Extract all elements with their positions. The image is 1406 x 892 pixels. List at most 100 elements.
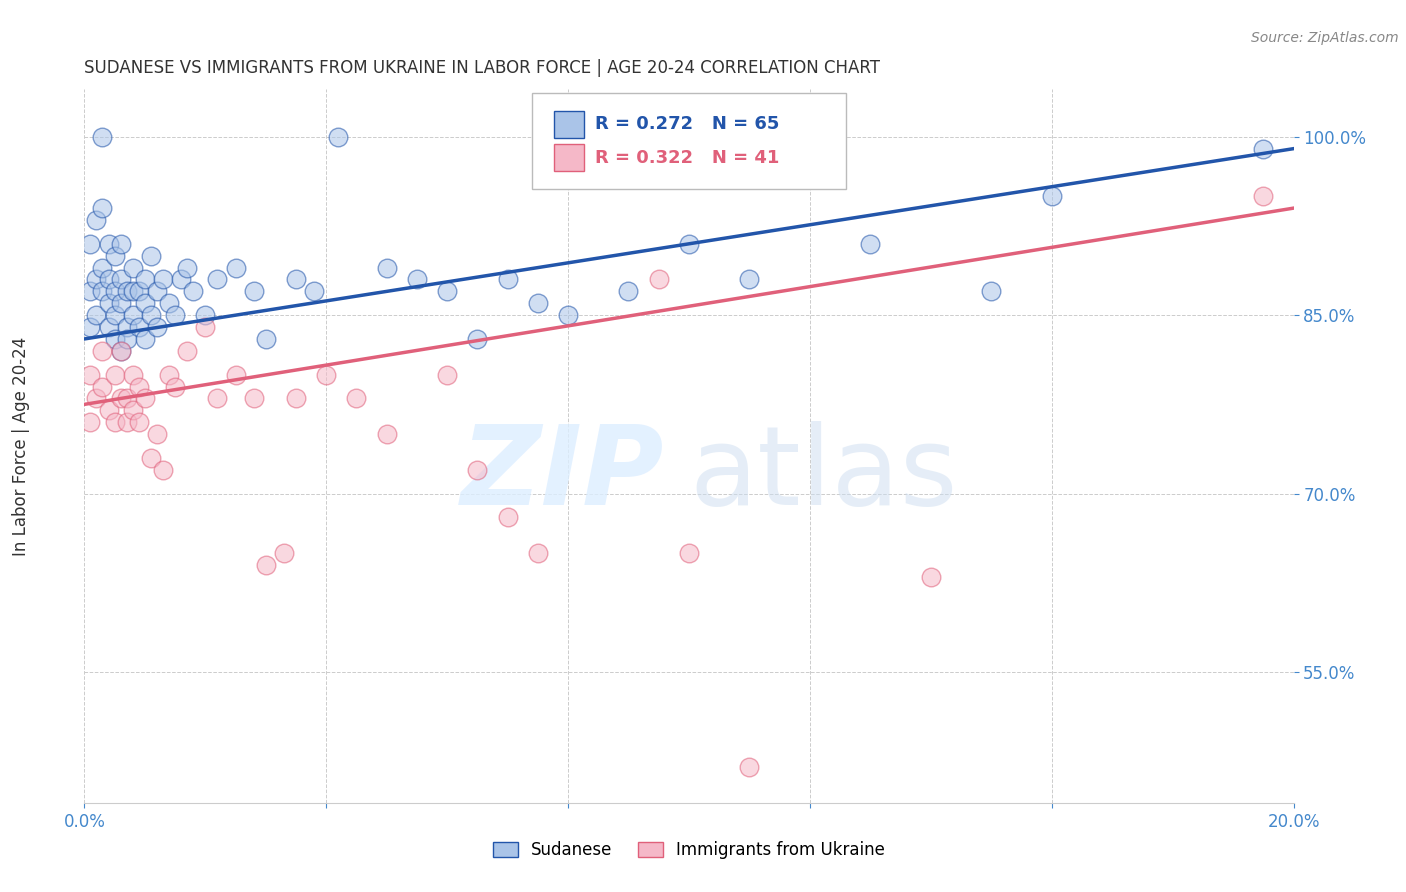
Point bbox=[165, 308, 187, 322]
Point bbox=[980, 285, 1002, 299]
Legend: Sudanese, Immigrants from Ukraine: Sudanese, Immigrants from Ukraine bbox=[486, 835, 891, 866]
Point bbox=[110, 296, 132, 310]
Point bbox=[128, 320, 150, 334]
Point bbox=[121, 368, 143, 382]
Point bbox=[86, 392, 108, 406]
Point bbox=[165, 379, 187, 393]
Text: ZIP: ZIP bbox=[461, 421, 665, 528]
Point bbox=[79, 415, 101, 429]
Point bbox=[302, 285, 325, 299]
Point bbox=[139, 249, 162, 263]
FancyBboxPatch shape bbox=[554, 111, 583, 137]
Point bbox=[115, 415, 138, 429]
Point bbox=[134, 272, 156, 286]
Point bbox=[406, 272, 429, 286]
Point bbox=[496, 272, 519, 286]
Point bbox=[920, 570, 942, 584]
Point bbox=[97, 320, 120, 334]
Point bbox=[104, 415, 127, 429]
Point bbox=[79, 368, 101, 382]
Point bbox=[678, 546, 700, 560]
Point bbox=[97, 296, 120, 310]
Point bbox=[104, 249, 127, 263]
Point bbox=[128, 285, 150, 299]
Point bbox=[1253, 142, 1275, 156]
Point bbox=[170, 272, 193, 286]
Point bbox=[110, 392, 132, 406]
Point bbox=[79, 320, 101, 334]
Point bbox=[617, 285, 640, 299]
Point bbox=[328, 129, 350, 144]
Point bbox=[285, 272, 308, 286]
Point bbox=[242, 392, 264, 406]
Point bbox=[181, 285, 204, 299]
Text: SUDANESE VS IMMIGRANTS FROM UKRAINE IN LABOR FORCE | AGE 20-24 CORRELATION CHART: SUDANESE VS IMMIGRANTS FROM UKRAINE IN L… bbox=[84, 59, 880, 77]
FancyBboxPatch shape bbox=[554, 145, 583, 171]
Point bbox=[557, 308, 579, 322]
Text: In Labor Force | Age 20-24: In Labor Force | Age 20-24 bbox=[13, 336, 30, 556]
Point bbox=[273, 546, 295, 560]
Point bbox=[194, 308, 217, 322]
Point bbox=[436, 285, 458, 299]
Point bbox=[176, 260, 198, 275]
Point bbox=[97, 272, 120, 286]
Point bbox=[152, 272, 174, 286]
Point bbox=[121, 285, 143, 299]
Point bbox=[678, 236, 700, 251]
Point bbox=[648, 272, 671, 286]
FancyBboxPatch shape bbox=[531, 93, 846, 189]
Point bbox=[315, 368, 337, 382]
Point bbox=[115, 285, 138, 299]
Point bbox=[86, 213, 108, 227]
Point bbox=[110, 343, 132, 358]
Point bbox=[225, 368, 247, 382]
Point bbox=[207, 272, 229, 286]
Point bbox=[254, 332, 277, 346]
Point bbox=[104, 308, 127, 322]
Point bbox=[134, 332, 156, 346]
Point bbox=[91, 129, 114, 144]
Point bbox=[115, 332, 138, 346]
Point bbox=[527, 546, 550, 560]
Point bbox=[128, 415, 150, 429]
Point bbox=[110, 343, 132, 358]
Point bbox=[79, 285, 101, 299]
Point bbox=[152, 463, 174, 477]
Point bbox=[110, 272, 132, 286]
Point bbox=[1040, 189, 1063, 203]
Point bbox=[738, 272, 761, 286]
Point bbox=[346, 392, 368, 406]
Point bbox=[115, 320, 138, 334]
Point bbox=[146, 427, 169, 442]
Point bbox=[91, 343, 114, 358]
Point bbox=[146, 320, 169, 334]
Point bbox=[91, 285, 114, 299]
Point bbox=[375, 260, 398, 275]
Point bbox=[225, 260, 247, 275]
Point bbox=[1253, 189, 1275, 203]
Point bbox=[194, 320, 217, 334]
Point bbox=[121, 260, 143, 275]
Text: R = 0.322   N = 41: R = 0.322 N = 41 bbox=[595, 149, 779, 167]
Point bbox=[254, 558, 277, 572]
Point bbox=[436, 368, 458, 382]
Point bbox=[738, 760, 761, 774]
Point bbox=[285, 392, 308, 406]
Point bbox=[97, 236, 120, 251]
Point bbox=[467, 463, 489, 477]
Point bbox=[207, 392, 229, 406]
Point bbox=[859, 236, 882, 251]
Point bbox=[121, 403, 143, 417]
Point bbox=[91, 379, 114, 393]
Point bbox=[134, 392, 156, 406]
Point bbox=[91, 201, 114, 215]
Point bbox=[128, 379, 150, 393]
Point bbox=[86, 272, 108, 286]
Point bbox=[139, 450, 162, 465]
Point bbox=[115, 392, 138, 406]
Point bbox=[375, 427, 398, 442]
Point bbox=[104, 285, 127, 299]
Point bbox=[134, 296, 156, 310]
Point bbox=[527, 296, 550, 310]
Point bbox=[97, 403, 120, 417]
